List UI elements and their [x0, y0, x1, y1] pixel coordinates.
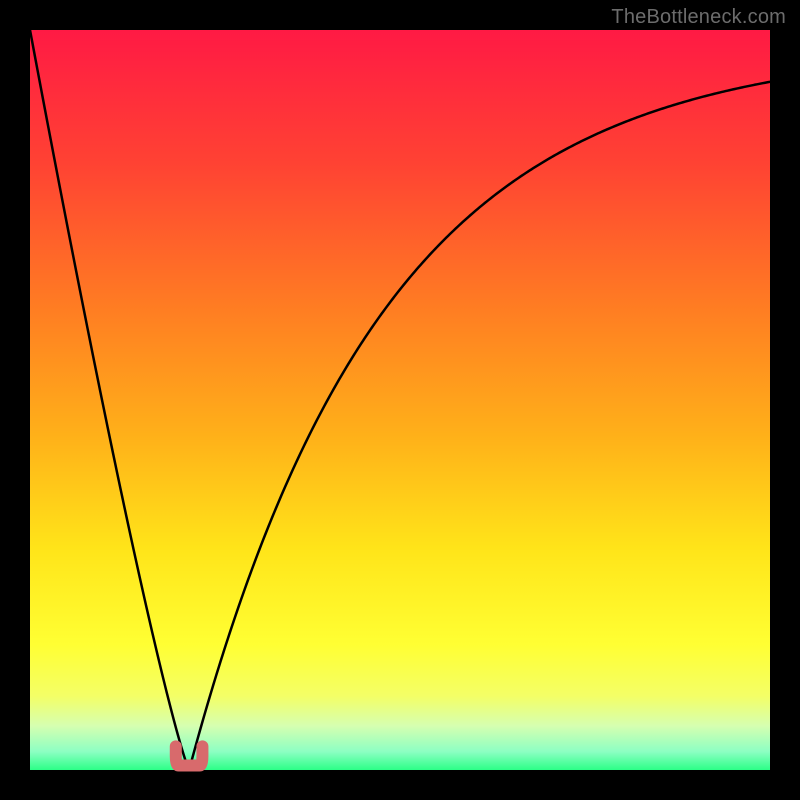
watermark-text: TheBottleneck.com — [611, 6, 786, 29]
chart-plot-bg — [30, 30, 770, 770]
chart-container: TheBottleneck.com — [0, 0, 800, 800]
bottleneck-chart — [0, 0, 800, 800]
